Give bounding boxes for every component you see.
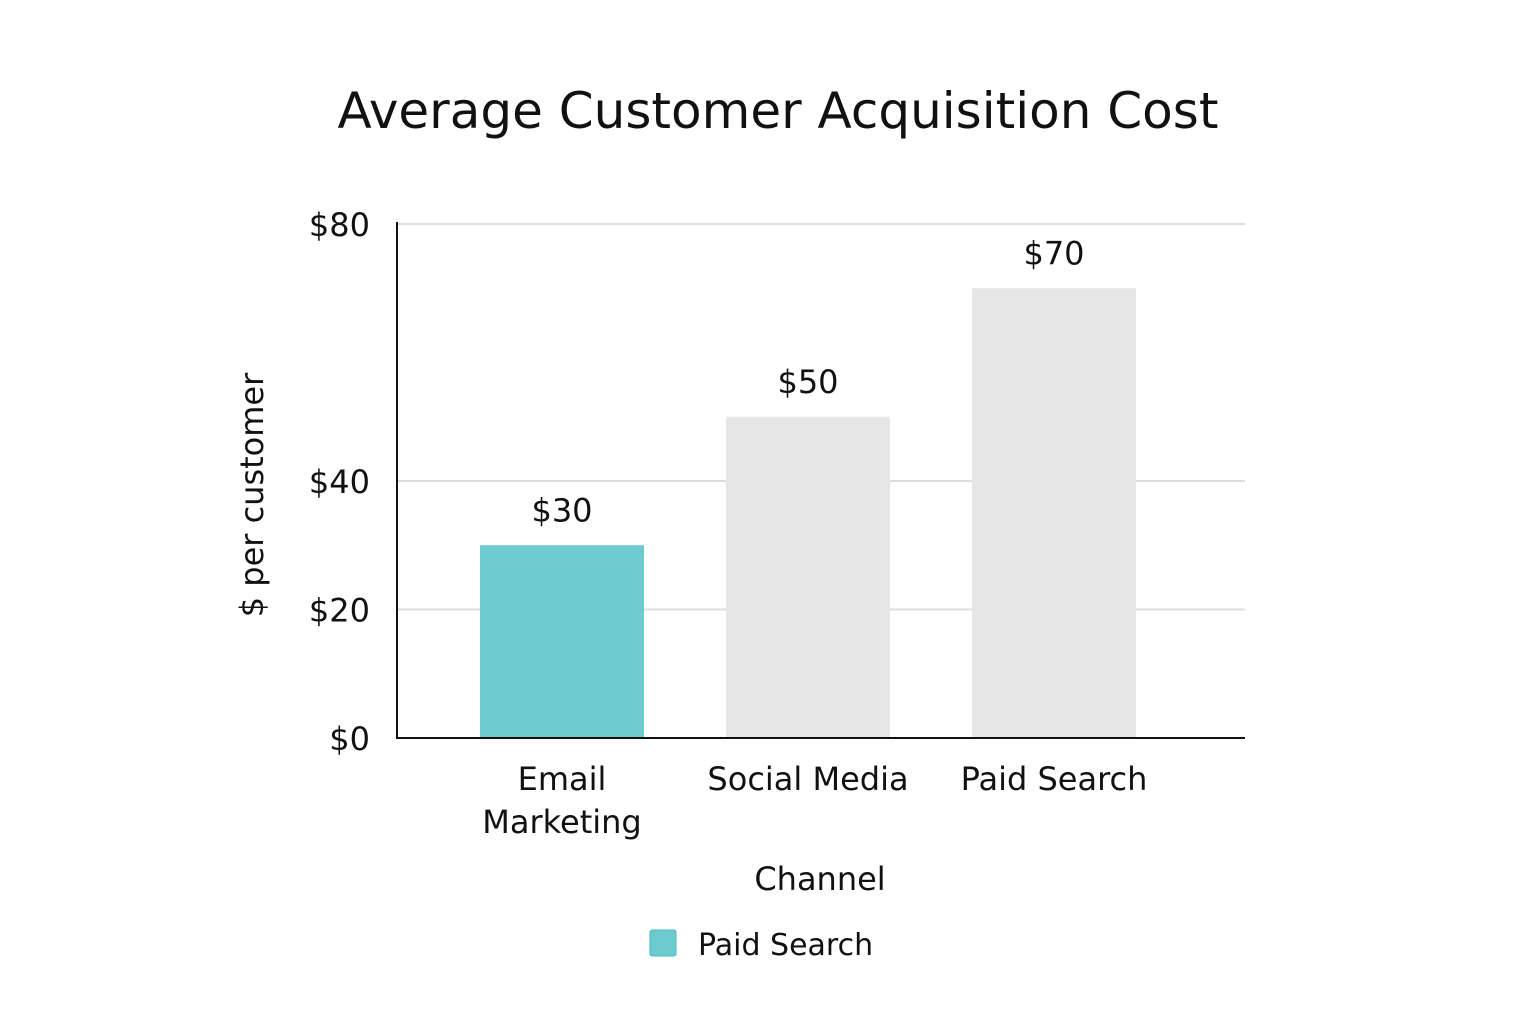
y-tick-label: $80 [309, 206, 370, 244]
y-tick-label: $20 [309, 592, 370, 630]
axes [396, 222, 1245, 739]
y-tick-label: $0 [329, 720, 370, 758]
legend-label: Paid Search [698, 928, 873, 963]
chart-title: Average Customer Acquisition Cost [338, 82, 1219, 140]
bar [480, 545, 644, 738]
x-axis-title: Channel [754, 860, 885, 898]
legend: Paid Search [649, 928, 873, 963]
bar [726, 416, 890, 738]
category-label: Email [518, 760, 607, 798]
category-label: Social Media [707, 760, 908, 798]
data-label: $50 [777, 363, 838, 401]
bar [972, 288, 1136, 738]
legend-swatch [649, 929, 677, 957]
bars [480, 288, 1136, 738]
y-tick-label: $40 [309, 463, 370, 501]
category-label: Paid Search [961, 760, 1148, 798]
data-label: $30 [531, 491, 592, 529]
data-labels: $30 $50 $70 [531, 234, 1084, 529]
category-label: Marketing [482, 803, 641, 841]
y-axis-title: $ per customer [233, 372, 271, 617]
y-tick-labels: $0 $20 $40 $80 [309, 206, 370, 758]
data-label: $70 [1023, 234, 1084, 272]
category-labels: Email Marketing Social Media Paid Search [482, 760, 1147, 841]
